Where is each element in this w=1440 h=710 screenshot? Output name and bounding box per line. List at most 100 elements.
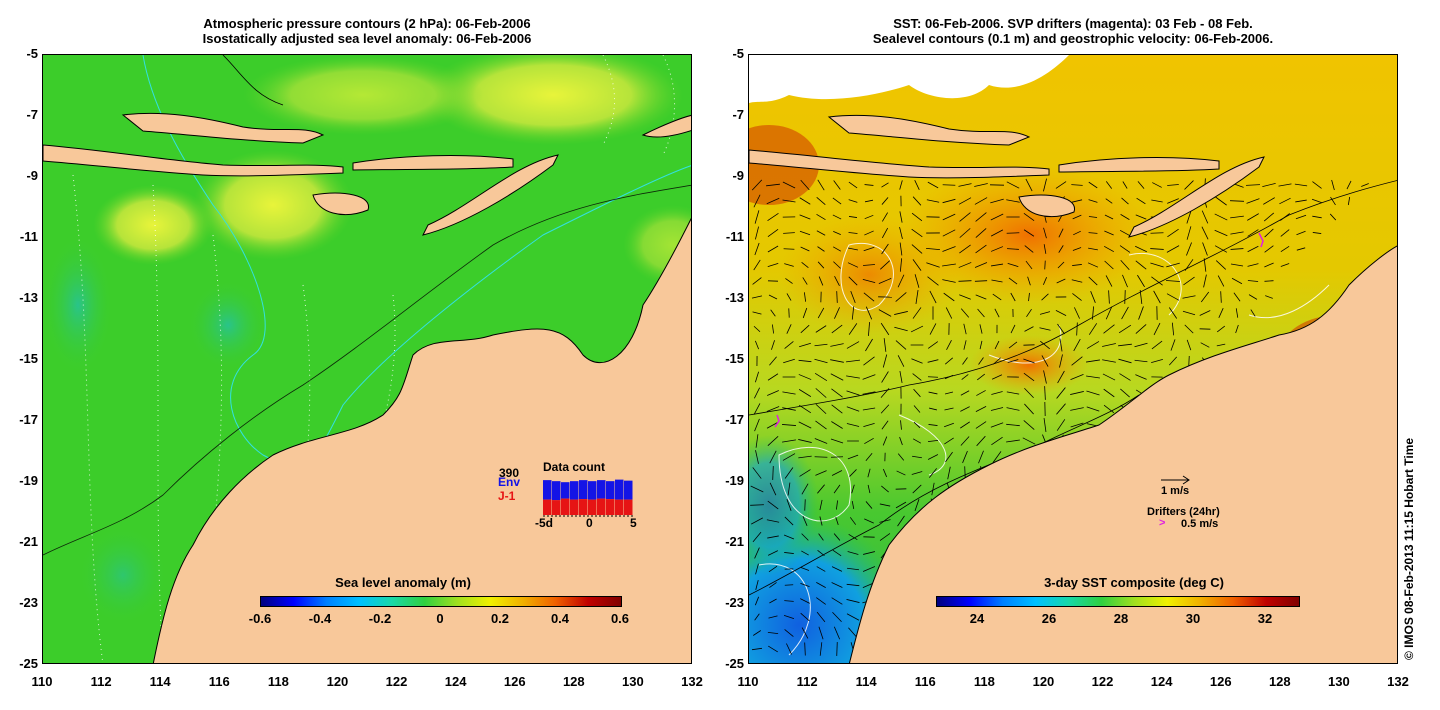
velocity-arrow: [1230, 200, 1244, 202]
velocity-arrow: [849, 469, 857, 477]
velocity-arrow: [1295, 214, 1307, 220]
velocity-arrow: [864, 230, 874, 236]
velocity-arrow: [752, 467, 762, 479]
velocity-arrow: [1152, 182, 1162, 188]
velocity-arrow: [1235, 324, 1239, 334]
velocity-arrow: [864, 199, 874, 203]
velocity-arrow: [911, 228, 923, 238]
velocity-arrow: [867, 484, 871, 494]
velocity-arrow: [1233, 292, 1241, 302]
velocity-arrow: [1184, 259, 1194, 271]
velocity-arrow: [800, 179, 810, 191]
velocity-arrow: [1102, 359, 1116, 363]
data-count-max: 390: [499, 466, 520, 480]
velocity-arrow: [1184, 324, 1194, 334]
velocity-arrow: [1086, 359, 1100, 363]
velocity-arrow: [942, 263, 956, 267]
x-tick-label: 122: [385, 674, 408, 689]
velocity-arrow: [1250, 309, 1256, 317]
velocity-arrow: [1186, 210, 1192, 224]
velocity-arrow: [832, 611, 842, 623]
velocity-arrow: [831, 421, 843, 429]
velocity-arrow: [864, 518, 874, 524]
velocity-arrow: [846, 375, 860, 379]
velocity-arrow: [752, 311, 762, 315]
velocity-arrow: [1182, 310, 1196, 316]
velocity-arrow: [990, 213, 1004, 221]
velocity-arrow: [991, 436, 1003, 446]
velocity-arrow: [960, 390, 970, 396]
velocity-arrow: [800, 598, 810, 604]
velocity-arrow: [755, 371, 759, 383]
velocity-arrow: [801, 262, 809, 268]
velocity-arrow: [1170, 339, 1176, 351]
velocity-arrow: [1167, 228, 1179, 238]
velocity-arrow: [1007, 248, 1019, 250]
velocity-arrow: [847, 262, 859, 268]
velocity-arrow: [832, 197, 842, 205]
velocity-arrow: [878, 278, 892, 284]
velocity-arrow: [990, 229, 1004, 237]
velocity-arrow: [1214, 245, 1228, 253]
velocity-arrow: [1347, 196, 1351, 206]
velocity-arrow: [1294, 183, 1308, 187]
velocity-arrow: [769, 482, 777, 496]
velocity-arrow: [767, 373, 779, 381]
velocity-arrow: [1008, 277, 1018, 285]
velocity-arrow: [834, 307, 840, 319]
velocity-arrow: [1264, 280, 1274, 282]
velocity-arrow: [864, 437, 874, 445]
velocity-arrow: [974, 197, 988, 205]
velocity-arrow: [976, 373, 986, 381]
velocity-arrow: [927, 181, 939, 189]
velocity-arrow: [782, 199, 796, 203]
velocity-arrow: [868, 322, 870, 336]
velocity-arrow: [769, 598, 777, 604]
velocity-arrow: [912, 455, 922, 459]
velocity-arrow: [766, 183, 780, 187]
velocity-arrow: [992, 293, 1002, 301]
velocity-arrow: [1184, 180, 1194, 190]
j1-bar: [561, 498, 570, 515]
velocity-arrow: [927, 276, 939, 286]
velocity-arrow: [1104, 214, 1114, 220]
velocity-arrow: [768, 294, 778, 300]
velocity-arrow: [847, 567, 859, 571]
velocity-arrow: [1088, 276, 1098, 286]
velocity-arrow: [1105, 181, 1113, 189]
velocity-arrow: [770, 309, 776, 317]
y-tick-label: -17: [725, 412, 744, 427]
left-small-island: [641, 114, 691, 138]
env-bar: [597, 480, 606, 499]
velocity-arrow: [1102, 343, 1116, 347]
velocity-arrow: [975, 244, 987, 254]
velocity-arrow: [783, 358, 795, 364]
velocity-arrow: [945, 307, 953, 319]
velocity-arrow: [800, 324, 810, 334]
velocity-arrow: [798, 389, 812, 397]
x-tick-label: 112: [90, 674, 112, 689]
velocity-arrow: [798, 359, 812, 363]
velocity-arrow: [1150, 248, 1164, 250]
data-count-title: Data count: [543, 460, 606, 474]
velocity-arrow: [754, 547, 760, 559]
drifter-track: [774, 414, 780, 428]
velocity-arrow: [1171, 322, 1175, 336]
velocity-arrow: [830, 373, 844, 381]
velocity-arrow: [864, 184, 874, 186]
velocity-arrow: [1088, 323, 1098, 335]
velocity-arrow: [914, 274, 920, 288]
velocity-arrow: [1248, 294, 1258, 300]
velocity-arrow: [814, 456, 828, 458]
velocity-arrow: [1153, 290, 1161, 304]
velocity-arrow: [1023, 213, 1035, 221]
velocity-arrow: [979, 324, 983, 334]
velocity-arrow: [798, 455, 812, 459]
velocity-arrow: [799, 342, 811, 348]
left-bali-lombok: [121, 112, 325, 144]
velocity-arrow: [865, 338, 873, 352]
env-bar: [588, 481, 597, 500]
velocity-arrow: [1086, 341, 1100, 349]
velocity-arrow: [1280, 263, 1290, 267]
velocity-arrow: [881, 227, 889, 239]
